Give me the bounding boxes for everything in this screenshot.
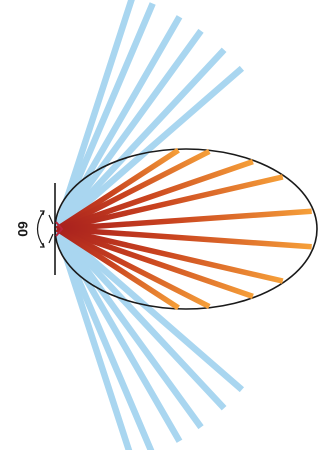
warm-beam	[56, 226, 284, 284]
angle-label: 60	[15, 221, 31, 237]
light-beam	[53, 227, 133, 450]
warm-beam	[56, 208, 312, 232]
light-beam	[54, 227, 204, 430]
warm-beam	[56, 226, 312, 250]
light-beam	[54, 47, 227, 232]
light-beam	[53, 0, 135, 231]
light-beam	[54, 28, 204, 231]
light-beam	[54, 226, 227, 411]
warm-beam	[55, 148, 211, 232]
warm-beam-group	[55, 147, 312, 311]
angle-indicator: 60	[15, 210, 54, 248]
light-beam-group	[53, 0, 245, 450]
light-beam	[54, 65, 245, 232]
warm-beam	[55, 226, 180, 311]
warm-beam	[56, 174, 284, 232]
angle-tick-lower	[48, 233, 54, 244]
light-beam	[54, 15, 183, 231]
angle-arc	[36, 210, 45, 248]
light-beam	[54, 226, 245, 393]
light-beam	[54, 2, 156, 231]
warm-beam	[55, 226, 211, 310]
angle-tick-upper	[48, 214, 54, 225]
emitter-icon	[55, 221, 64, 237]
light-beam	[54, 227, 183, 443]
light-beam	[54, 227, 155, 450]
warm-beam	[56, 158, 254, 232]
warm-beam	[56, 226, 254, 300]
angle-arrow-top-icon	[40, 210, 45, 216]
angle-arrow-bottom-icon	[40, 242, 45, 248]
